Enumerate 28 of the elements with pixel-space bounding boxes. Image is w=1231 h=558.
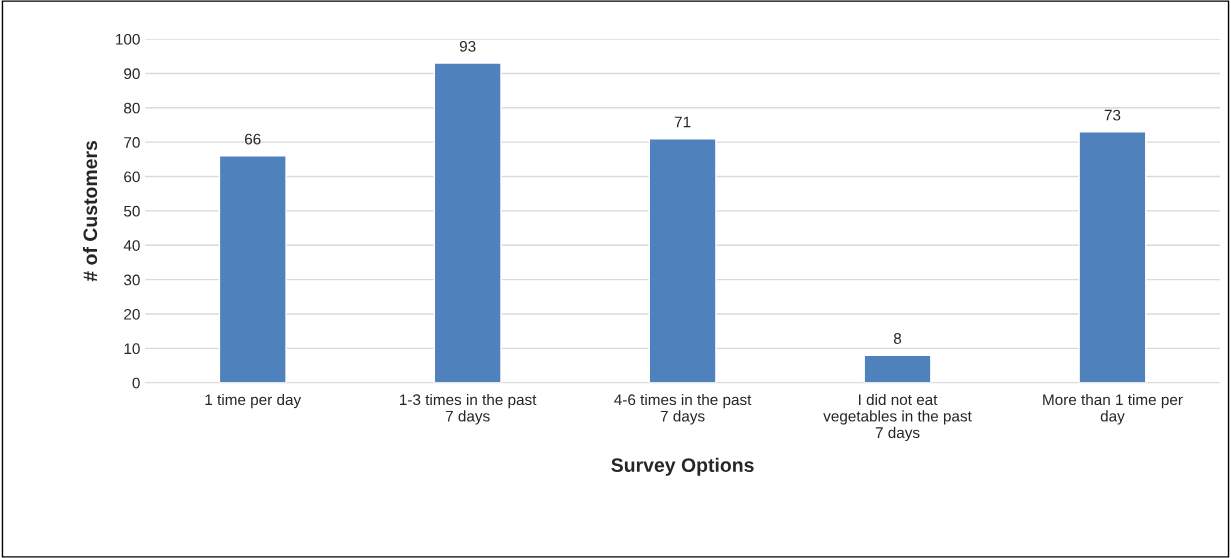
- bar: [433, 62, 502, 383]
- x-tick-label: 4-6 times in the past 7 days: [614, 393, 752, 425]
- y-tick-label: 30: [123, 274, 140, 286]
- bar: [863, 354, 932, 383]
- y-tick-label: 90: [124, 68, 140, 80]
- data-label: 8: [893, 333, 902, 344]
- bar: [1078, 131, 1147, 383]
- data-label: 66: [245, 133, 261, 145]
- x-tick-label: I did not eat vegetables in the past 7 days: [823, 393, 972, 442]
- data-label: 73: [1104, 109, 1121, 121]
- data-label: 71: [674, 116, 691, 128]
- x-tick-label: 1 time per day: [205, 393, 302, 409]
- y-tick-label: 50: [124, 205, 140, 217]
- y-tick-label: 100: [116, 33, 140, 45]
- bar: [218, 155, 287, 383]
- x-tick-label: More than 1 time per day: [1043, 393, 1183, 425]
- y-tick-label: 0: [132, 377, 140, 389]
- x-tick-label: 1-3 times in the past 7 days: [400, 393, 537, 425]
- y-tick-label: 20: [124, 308, 140, 320]
- x-axis-title: Survey Options: [611, 457, 754, 476]
- y-tick-label: 60: [124, 171, 140, 183]
- y-axis-title: # of Customers: [82, 140, 98, 282]
- y-tick-label: 80: [124, 102, 140, 114]
- y-tick-label: 10: [124, 343, 140, 355]
- y-tick-label: 70: [124, 137, 140, 148]
- y-tick-label: 40: [123, 240, 140, 251]
- bar: [648, 138, 717, 383]
- data-label: 93: [459, 40, 476, 52]
